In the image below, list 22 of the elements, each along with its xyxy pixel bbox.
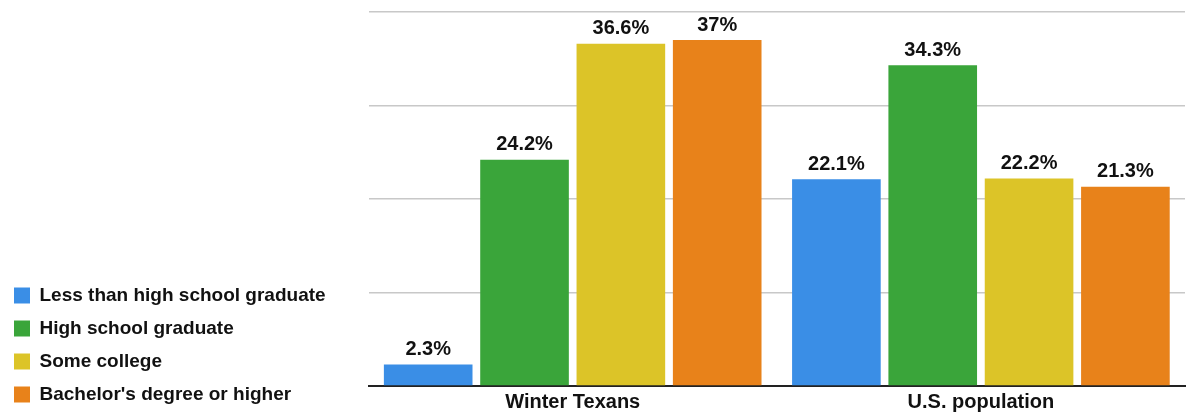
legend-label: Less than high school graduate <box>39 283 326 305</box>
data-label: 21.3% <box>1097 159 1154 182</box>
bar <box>1081 186 1170 386</box>
x-tick-label: Winter Texans <box>505 389 641 412</box>
legend-label: Some college <box>39 349 162 371</box>
data-label: 24.2% <box>496 132 554 155</box>
x-tick-label: U.S. population <box>907 389 1055 412</box>
data-label: 37% <box>697 12 738 35</box>
bar <box>792 179 881 386</box>
bar <box>576 43 666 386</box>
legend-label: High school graduate <box>39 316 234 338</box>
bar <box>984 178 1074 386</box>
bar <box>383 364 473 386</box>
data-label: 2.3% <box>405 337 452 360</box>
bar <box>480 159 569 386</box>
data-label: 34.3% <box>904 37 962 60</box>
data-label: 36.6% <box>592 16 650 39</box>
bar <box>888 65 978 386</box>
data-label: 22.1% <box>808 151 865 174</box>
data-label: 22.2% <box>1000 150 1058 173</box>
bar <box>672 40 762 386</box>
legend-label: Bachelor's degree or higher <box>39 382 292 404</box>
